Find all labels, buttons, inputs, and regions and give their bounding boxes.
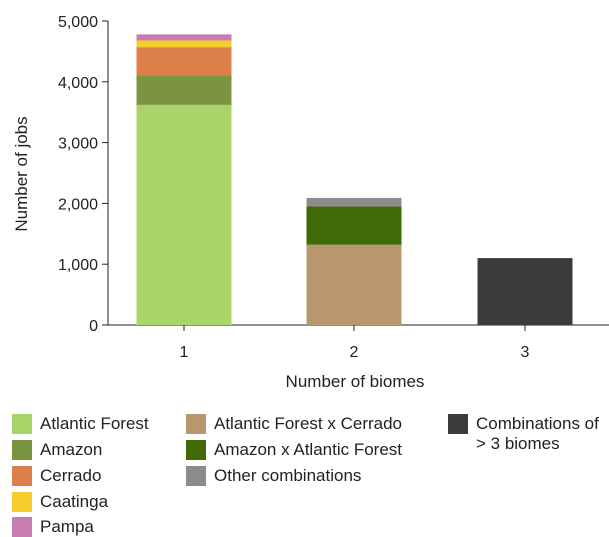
bar-segment-amazon [136,75,232,105]
bar-segment-amazon-x-atlantic-forest [306,206,402,245]
bar-segment-caatinga [136,40,232,48]
y-tick-label: 3,000 [58,136,98,153]
x-tick-label: 3 [521,344,530,361]
y-tick-label: 1,000 [58,257,98,274]
bar-segment-combinations-of-3-biomes [477,258,573,325]
y-tick-label: 5,000 [58,14,98,31]
bar-segment-atlantic-forest [136,104,232,326]
plot-area: 0 1,000 2,000 3,000 4,000 5,000 1 2 3 [58,14,609,361]
y-tick-label: 0 [89,318,98,335]
x-tick-label: 1 [180,344,189,361]
y-tick-label: 4,000 [58,75,98,92]
bar-segment-pampa [136,34,232,41]
y-tick-label: 2,000 [58,196,98,213]
y-axis-title: Number of jobs [12,116,31,231]
x-tick-label: 2 [350,344,359,361]
bar-segment-atlantic-forest-x-cerrado [306,244,402,325]
bar-segment-cerrado [136,47,232,76]
bar-segment-other-combinations [306,197,402,207]
x-axis-title: Number of biomes [286,372,425,391]
